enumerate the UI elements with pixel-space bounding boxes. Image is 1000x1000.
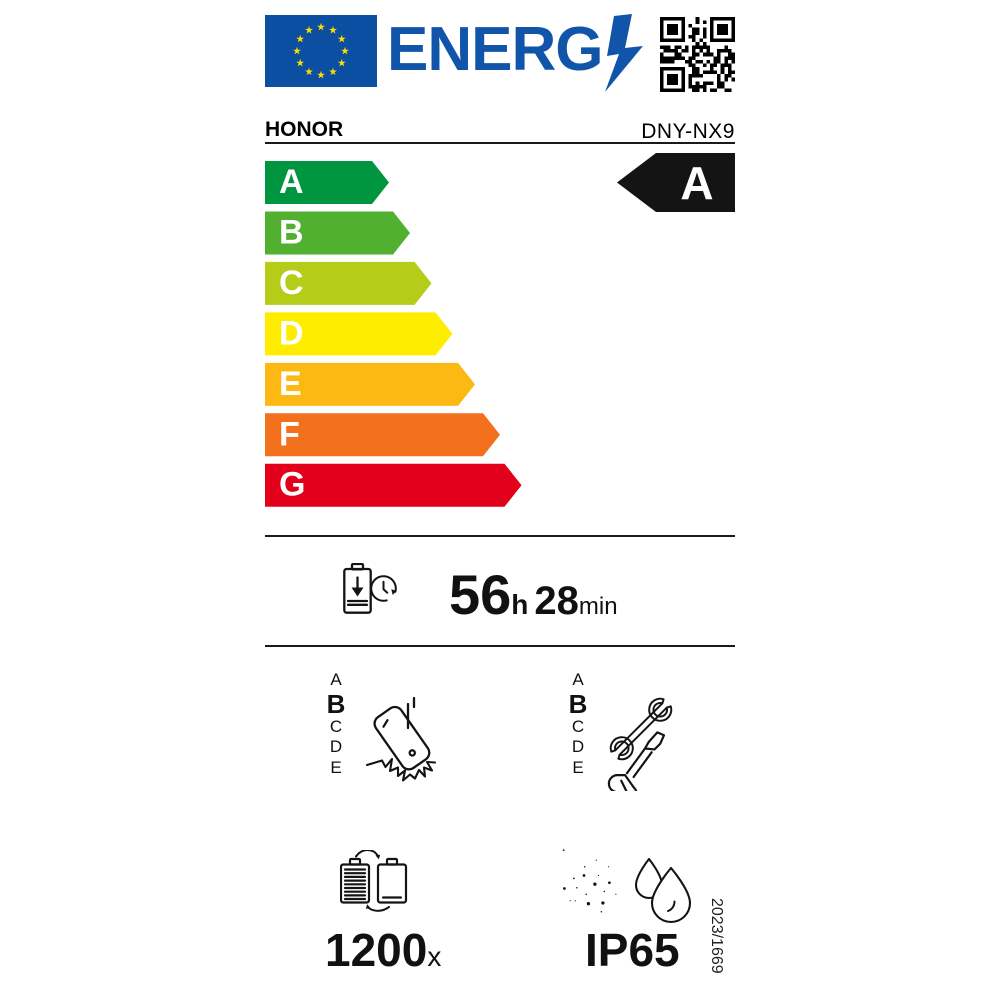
svg-text:A: A [680,157,713,209]
svg-text:A: A [279,163,304,201]
svg-text:B: B [279,213,304,251]
svg-text:F: F [279,415,300,453]
svg-text:G: G [279,466,305,504]
svg-text:C: C [279,264,304,302]
svg-text:D: D [279,314,304,352]
svg-text:E: E [279,365,302,403]
